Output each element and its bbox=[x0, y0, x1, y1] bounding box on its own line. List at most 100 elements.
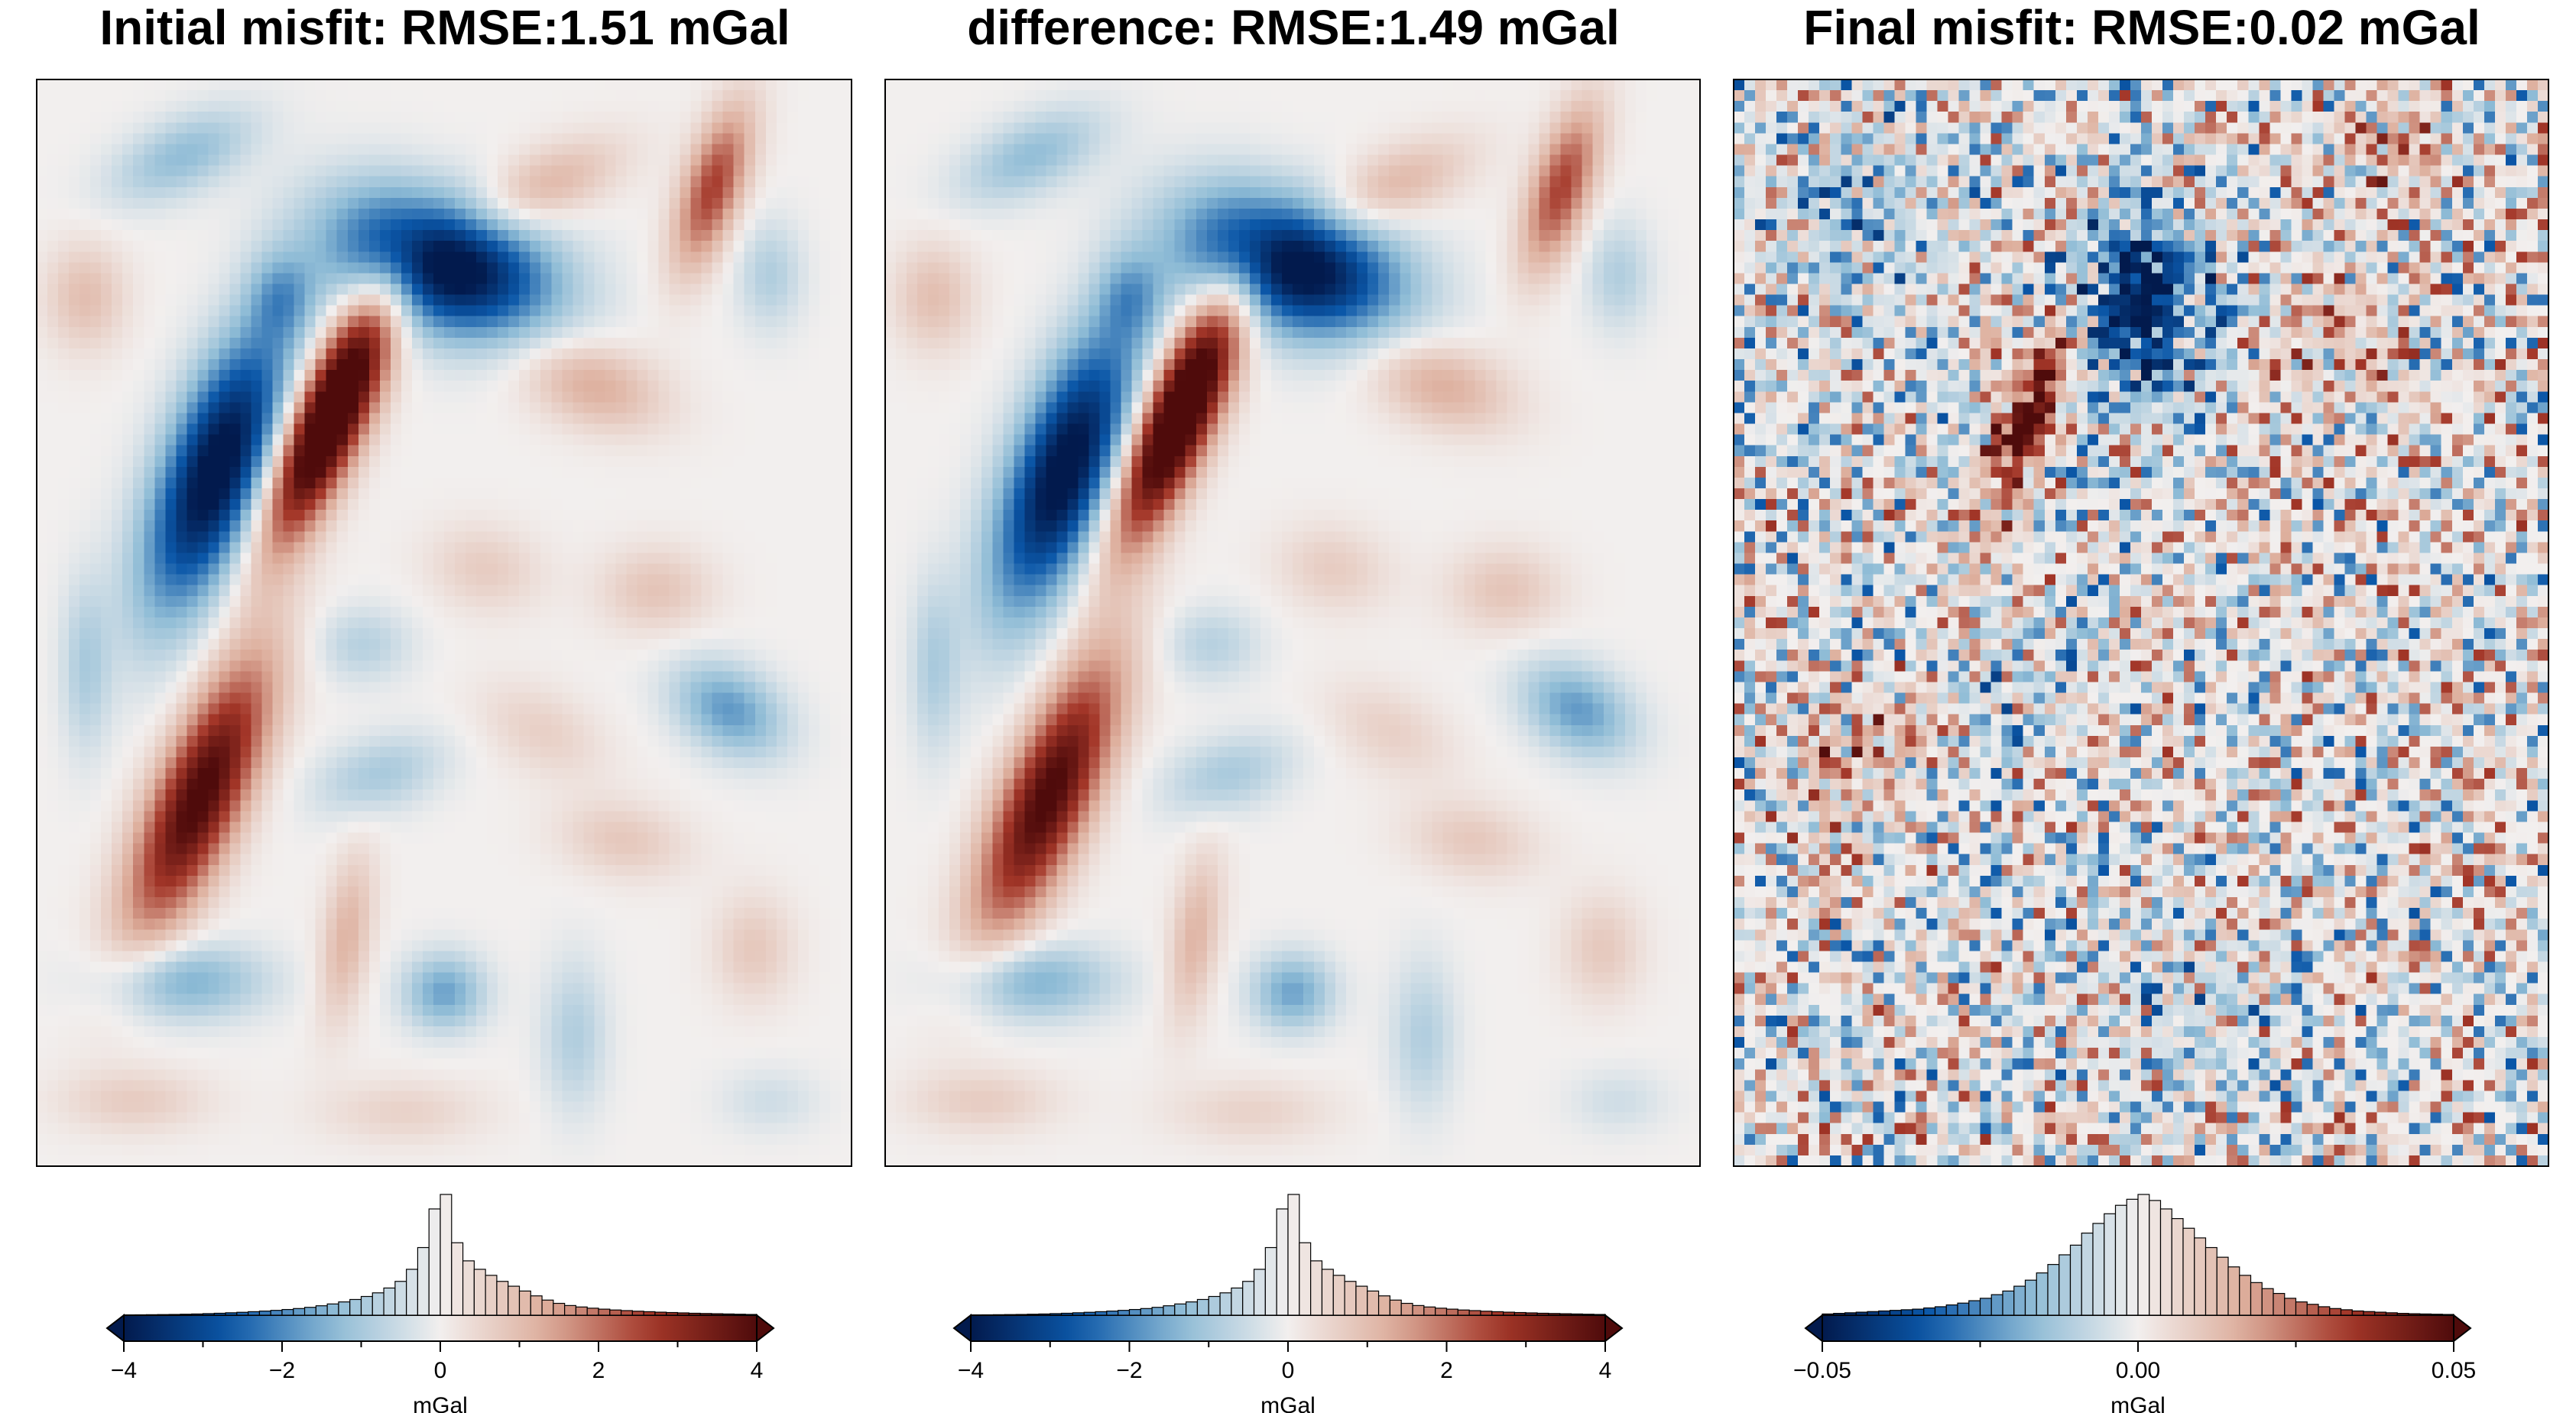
histogram-bar bbox=[417, 1246, 430, 1316]
histogram-bar bbox=[541, 1299, 554, 1316]
histogram-bar bbox=[1559, 1313, 1572, 1316]
histogram-bar bbox=[1822, 1313, 1835, 1316]
histogram-bar bbox=[2329, 1308, 2342, 1316]
histogram-bar bbox=[157, 1314, 170, 1316]
histogram-bar bbox=[553, 1302, 566, 1316]
colorbar-tick-label: −2 bbox=[269, 1358, 295, 1383]
colorbar-tick-label: 2 bbox=[1440, 1358, 1453, 1383]
histogram-bar bbox=[1004, 1314, 1017, 1316]
colorbar-high-extend-arrow bbox=[756, 1313, 775, 1343]
histogram-bar bbox=[281, 1308, 294, 1316]
histogram-bar bbox=[462, 1260, 475, 1316]
histogram-bar bbox=[1525, 1312, 1538, 1316]
histogram-bar bbox=[383, 1287, 396, 1316]
histogram-bar bbox=[2295, 1301, 2308, 1316]
colorbar-tick-label: 4 bbox=[1599, 1358, 1612, 1383]
histogram-bar bbox=[1060, 1312, 1073, 1316]
histogram-bar bbox=[2002, 1290, 2015, 1316]
histogram-bar bbox=[1310, 1260, 1323, 1316]
histogram-bar bbox=[2137, 1194, 2150, 1316]
histogram-bar bbox=[1106, 1311, 1119, 1316]
histogram-bar bbox=[1957, 1302, 1970, 1316]
histogram-bar bbox=[2216, 1256, 2229, 1316]
histogram-bar bbox=[326, 1303, 339, 1316]
histogram-bar bbox=[631, 1311, 644, 1316]
histogram-bar bbox=[2250, 1282, 2263, 1316]
histogram-bar bbox=[451, 1242, 464, 1316]
histogram-bar bbox=[2205, 1246, 2218, 1316]
histogram-bar bbox=[2284, 1298, 2297, 1316]
histogram-bar bbox=[993, 1314, 1006, 1316]
histogram-bar bbox=[2306, 1304, 2319, 1316]
colorbar-tick-label: −2 bbox=[1116, 1358, 1142, 1383]
colorbar: −4 −2 0 2 4 mGal bbox=[952, 1194, 1624, 1413]
histogram-bar bbox=[564, 1304, 577, 1316]
colorbar-label: mGal bbox=[1260, 1393, 1316, 1413]
histogram-bar bbox=[293, 1308, 306, 1316]
panel-title: difference: RMSE:1.49 mGal bbox=[967, 0, 1620, 55]
colorbar-tick-label: −4 bbox=[111, 1358, 137, 1383]
map-frame bbox=[36, 79, 852, 1167]
histogram-bar bbox=[745, 1314, 758, 1316]
histogram-bar bbox=[2351, 1310, 2364, 1316]
histogram-bar bbox=[1889, 1310, 1902, 1316]
histogram-bar bbox=[1355, 1285, 1368, 1316]
heatmap-grid bbox=[885, 79, 1700, 1166]
histogram-bar bbox=[1412, 1304, 1425, 1316]
histogram-bar bbox=[303, 1307, 316, 1316]
colorbar-label: mGal bbox=[413, 1393, 468, 1413]
histogram-bar bbox=[1570, 1313, 1583, 1316]
histogram-bar bbox=[2239, 1275, 2252, 1316]
histogram-bar bbox=[248, 1311, 261, 1316]
histogram-bar bbox=[1299, 1242, 1312, 1316]
histogram-bar bbox=[338, 1301, 351, 1316]
histogram-bar bbox=[2149, 1200, 2162, 1316]
histogram-bar bbox=[1457, 1309, 1470, 1316]
histogram-bar bbox=[2441, 1314, 2454, 1316]
histogram-bar bbox=[1990, 1294, 2003, 1316]
histogram-bar bbox=[1015, 1314, 1028, 1316]
colorbar-tick-label: 0 bbox=[434, 1358, 447, 1383]
histogram-bar bbox=[2194, 1237, 2207, 1316]
histogram-bar bbox=[1027, 1314, 1040, 1316]
colorbar-low-extend-arrow bbox=[1804, 1313, 1823, 1343]
histogram-bar bbox=[1332, 1275, 1345, 1316]
histogram-bar bbox=[2385, 1312, 2398, 1316]
colorbar-gradient bbox=[970, 1314, 1606, 1342]
colorbar-tick-label: 0.00 bbox=[2116, 1358, 2160, 1383]
histogram-bar bbox=[722, 1313, 735, 1316]
colorbar-high-extend-arrow bbox=[1604, 1313, 1624, 1343]
histogram-bar bbox=[1480, 1311, 1493, 1316]
histogram-bar bbox=[1491, 1311, 1504, 1316]
histogram-bar bbox=[643, 1311, 656, 1316]
histogram-bar bbox=[1833, 1313, 1846, 1316]
histogram-bar bbox=[2227, 1266, 2240, 1316]
histogram-bar bbox=[1878, 1310, 1891, 1316]
histogram-bar bbox=[2419, 1313, 2432, 1316]
histogram-bar bbox=[2318, 1306, 2331, 1316]
colorbar-high-extend-arrow bbox=[2453, 1313, 2472, 1343]
histogram-bar bbox=[270, 1310, 283, 1316]
histogram-bar bbox=[1503, 1311, 1516, 1316]
histogram-bar bbox=[699, 1313, 712, 1316]
histogram-bar bbox=[1968, 1300, 1981, 1316]
histogram-bar bbox=[2340, 1309, 2353, 1316]
histogram-bar bbox=[180, 1314, 193, 1316]
histogram-bar bbox=[202, 1313, 215, 1316]
histogram-bar bbox=[1174, 1303, 1187, 1316]
histogram-bar bbox=[1582, 1314, 1595, 1316]
histogram-bar bbox=[1468, 1310, 1481, 1316]
histogram-bar bbox=[1855, 1311, 1868, 1316]
panel-title: Final misfit: RMSE:0.02 mGal bbox=[1803, 0, 2480, 55]
histogram-bar bbox=[1536, 1312, 1549, 1316]
histogram-bar bbox=[1231, 1287, 1244, 1316]
histogram-bar bbox=[1844, 1312, 1857, 1316]
histogram-bar bbox=[1344, 1281, 1357, 1316]
histogram-bar bbox=[1095, 1311, 1108, 1316]
histogram-bar bbox=[2047, 1264, 2060, 1316]
histogram-bar bbox=[428, 1208, 441, 1316]
histogram-bar bbox=[315, 1305, 328, 1316]
histogram-bar bbox=[1072, 1312, 1085, 1316]
histogram-bar bbox=[1118, 1310, 1131, 1316]
